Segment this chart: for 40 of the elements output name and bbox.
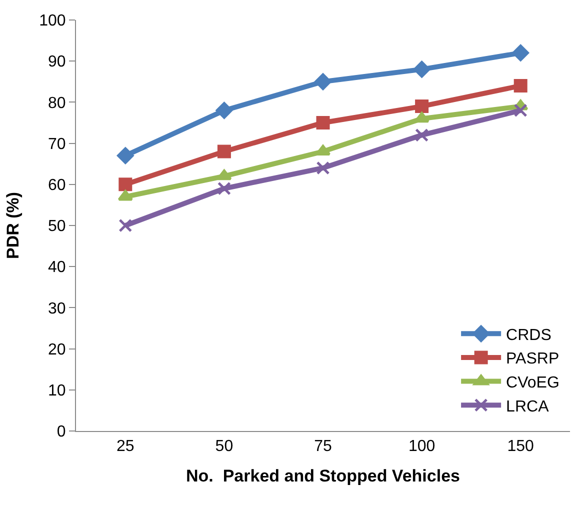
legend-label: LRCA <box>506 398 550 416</box>
y-tick-label: 90 <box>48 54 66 71</box>
legend-label: CRDS <box>506 326 552 344</box>
point <box>514 104 528 118</box>
point <box>118 218 132 232</box>
y-tick-label: 30 <box>48 300 66 318</box>
point <box>217 182 231 196</box>
y-tick-label: 80 <box>48 94 66 112</box>
point <box>118 190 133 201</box>
legend-label: CVoEG <box>506 374 560 392</box>
y-tick-label: 60 <box>48 177 66 194</box>
point <box>413 60 430 78</box>
point <box>314 73 332 90</box>
point <box>514 79 528 93</box>
y-tick-label: 0 <box>56 424 66 441</box>
x-tick-label: 25 <box>116 438 134 456</box>
point <box>415 128 429 142</box>
point <box>216 169 232 180</box>
y-tick-label: 20 <box>48 341 66 358</box>
x-tick-label: 100 <box>408 438 436 456</box>
y-tick-label: 10 <box>48 382 66 400</box>
y-tick-label: 40 <box>48 259 66 276</box>
y-tick-label: 100 <box>39 12 66 30</box>
point <box>216 102 233 119</box>
y-axis-title: PDR (%) <box>4 192 23 260</box>
legend-label: PASRP <box>506 350 560 368</box>
y-tick-label: 50 <box>48 218 66 236</box>
x-tick-label: 50 <box>215 438 234 456</box>
point <box>316 161 330 175</box>
point <box>117 147 134 164</box>
point <box>415 100 429 114</box>
point <box>217 144 231 158</box>
x-tick-label: 75 <box>314 438 332 456</box>
point <box>118 178 132 192</box>
y-tick-label: 70 <box>48 136 66 153</box>
point <box>315 144 331 156</box>
point <box>512 44 529 62</box>
x-axis-title: No. Parked and Stopped Vehicles <box>186 466 460 486</box>
x-tick-label: 150 <box>507 438 534 456</box>
point <box>316 116 330 130</box>
